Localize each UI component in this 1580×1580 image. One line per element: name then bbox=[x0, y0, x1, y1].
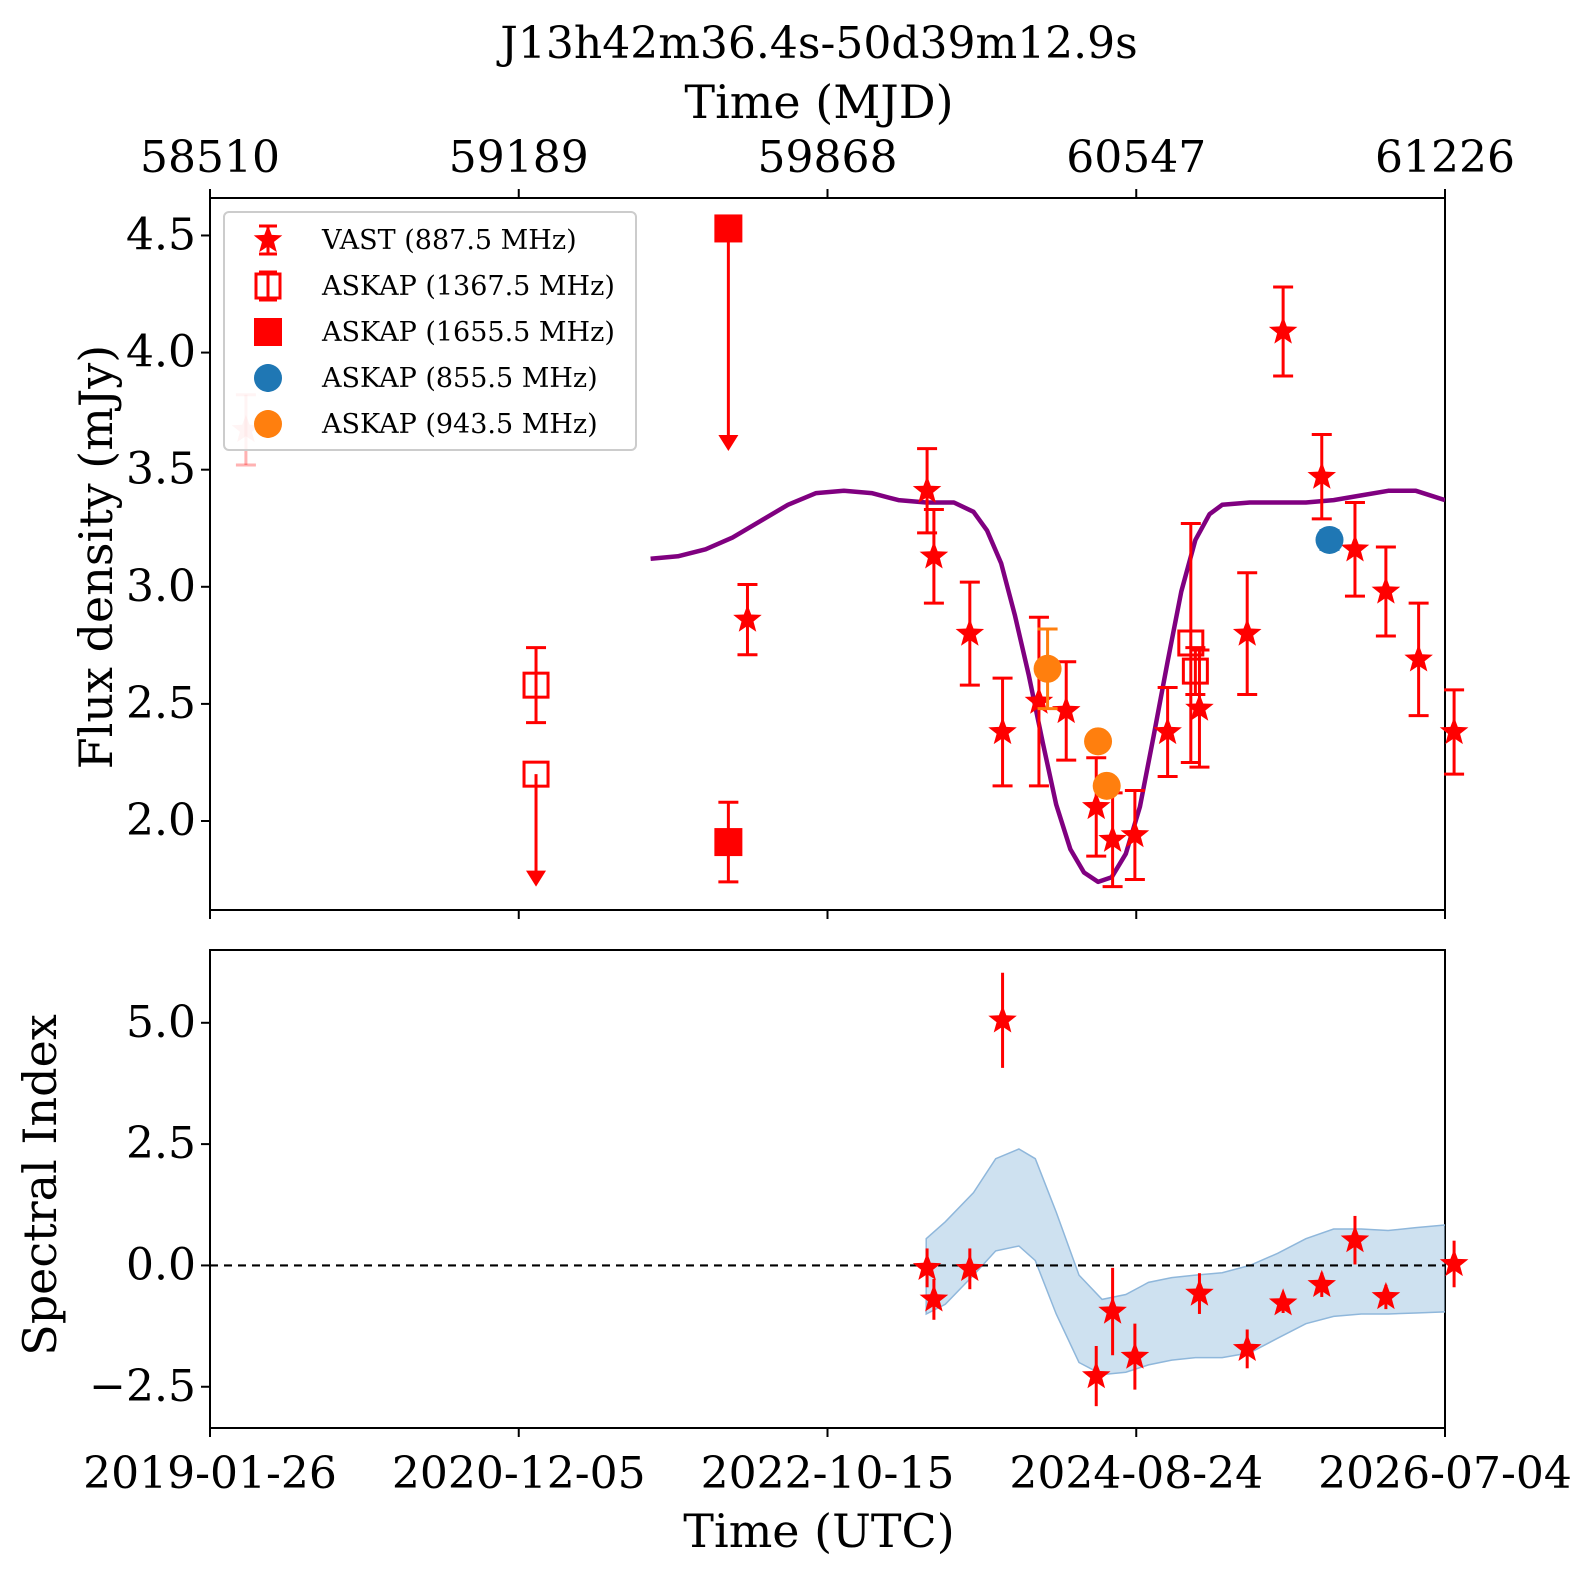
top-x-tick-label: 61226 bbox=[1375, 132, 1515, 183]
bottom-x-axis-title: Time (UTC) bbox=[683, 1504, 954, 1558]
data-point-star bbox=[955, 1253, 985, 1281]
confidence-band bbox=[925, 1148, 1445, 1376]
data-point-open-square bbox=[1181, 657, 1209, 685]
legend-label: ASKAP (943.5 MHz) bbox=[321, 409, 598, 440]
data-point-star bbox=[1120, 1341, 1150, 1369]
x-tick-label: 2024-08-24 bbox=[1009, 1448, 1263, 1499]
top-x-tick-label: 59868 bbox=[758, 132, 898, 183]
data-point-star bbox=[919, 541, 949, 569]
upper-limit-arrowhead bbox=[718, 434, 739, 451]
data-point-open-square bbox=[254, 272, 282, 300]
y-tick-label: 4.5 bbox=[126, 209, 196, 260]
legend-label: VAST (887.5 MHz) bbox=[321, 225, 577, 256]
data-point-star bbox=[1120, 820, 1150, 848]
data-point-star bbox=[1232, 618, 1262, 646]
legend-label: ASKAP (1367.5 MHz) bbox=[321, 271, 615, 302]
data-point-circle bbox=[1033, 654, 1062, 683]
top-x-tick-label: 59189 bbox=[449, 132, 589, 183]
x-tick-label: 2026-07-04 bbox=[1318, 1448, 1572, 1499]
chart-title: J13h42m36.4s-50d39m12.9s bbox=[496, 18, 1138, 69]
data-point-square bbox=[714, 214, 743, 243]
spectral-data-layer bbox=[210, 1148, 1445, 1376]
data-point-star bbox=[1439, 1249, 1469, 1277]
y-tick-label: 2.5 bbox=[126, 1118, 196, 1169]
axes-frame bbox=[209, 949, 1446, 1429]
x-tick-label: 2019-01-26 bbox=[83, 1448, 337, 1499]
top-x-tick-label: 58510 bbox=[140, 132, 280, 183]
data-point-star bbox=[733, 604, 762, 632]
data-point-star bbox=[1185, 693, 1214, 721]
spectral-y-axis-title: Spectral Index bbox=[13, 1014, 67, 1356]
spectral-index-panel: −2.5 0.0 2.5 5.0 2019-01-26 2020-12-05 2022-10… bbox=[83, 949, 1572, 1499]
data-point-circle bbox=[254, 410, 282, 438]
flux-density-panel: 2.0 2.5 3.0 3.5 4.0 4.5 58510 59189 59868 60547 61… bbox=[126, 132, 1515, 919]
y-tick-label: 2.5 bbox=[126, 678, 196, 729]
x-tick-label: 2022-10-15 bbox=[701, 1448, 955, 1499]
data-point-star bbox=[1153, 717, 1182, 745]
flux-points-layer bbox=[231, 214, 1469, 889]
data-point-square bbox=[254, 318, 282, 346]
data-point-star bbox=[1098, 1296, 1127, 1324]
data-point-star bbox=[1439, 717, 1469, 745]
y-tick-label: 5.0 bbox=[126, 997, 196, 1048]
data-point-star bbox=[1268, 316, 1298, 344]
legend: VAST (887.5 MHz) ASKAP (1367.5 MHz) ASKAP … bbox=[223, 211, 637, 451]
data-point-circle bbox=[1315, 525, 1344, 554]
data-point-star bbox=[919, 1284, 949, 1312]
legend-box bbox=[223, 211, 637, 451]
data-point-star bbox=[1307, 461, 1336, 489]
data-point-star bbox=[1185, 1278, 1214, 1306]
y-tick-label: 2.0 bbox=[126, 795, 196, 846]
top-x-axis-title: Time (MJD) bbox=[684, 75, 953, 129]
flux-y-axis-title: Flux density (mJy) bbox=[69, 345, 123, 769]
data-point-star bbox=[1340, 1225, 1370, 1253]
data-point-open-square bbox=[1177, 629, 1205, 657]
data-point-star bbox=[1082, 1361, 1111, 1389]
data-point-star bbox=[1232, 1333, 1262, 1361]
data-point-open-square bbox=[522, 760, 550, 788]
data-point-star bbox=[1268, 1288, 1298, 1316]
data-point-star bbox=[988, 1005, 1017, 1033]
data-point-star bbox=[912, 475, 942, 503]
y-tick-label: 0.0 bbox=[126, 1239, 196, 1290]
upper-limit-arrowhead bbox=[526, 870, 547, 887]
data-point-star bbox=[1307, 1269, 1336, 1297]
data-point-star bbox=[1340, 534, 1370, 562]
top-x-tick-label: 60547 bbox=[1066, 132, 1206, 183]
legend-label: ASKAP (855.5 MHz) bbox=[321, 363, 598, 394]
y-tick-label: 3.0 bbox=[126, 561, 196, 612]
data-point-star bbox=[912, 1252, 942, 1280]
data-point-circle bbox=[1092, 771, 1121, 800]
y-tick-label: 4.0 bbox=[126, 327, 196, 378]
flux-data-layer bbox=[650, 488, 1445, 885]
data-point-circle bbox=[1084, 727, 1113, 756]
data-point-star bbox=[1098, 824, 1127, 852]
data-point-star bbox=[1082, 791, 1111, 820]
spectral-points-layer bbox=[912, 972, 1469, 1407]
data-point-star bbox=[1404, 644, 1433, 672]
data-point-star bbox=[988, 717, 1017, 745]
data-point-circle bbox=[254, 364, 282, 392]
x-tick-label: 2020-12-05 bbox=[392, 1448, 646, 1499]
data-point-square bbox=[714, 828, 743, 857]
data-point-open-square bbox=[522, 671, 550, 699]
data-point-star bbox=[1052, 695, 1081, 724]
data-point-star bbox=[1371, 576, 1401, 604]
data-point-star bbox=[1024, 686, 1054, 714]
model-curve bbox=[650, 488, 1445, 885]
data-point-star bbox=[955, 618, 985, 646]
data-point-star bbox=[253, 225, 283, 253]
legend-label: ASKAP (1655.5 MHz) bbox=[321, 317, 615, 348]
y-tick-label: −2.5 bbox=[89, 1361, 196, 1412]
y-tick-label: 3.5 bbox=[126, 444, 196, 495]
data-point-star bbox=[1371, 1282, 1401, 1310]
